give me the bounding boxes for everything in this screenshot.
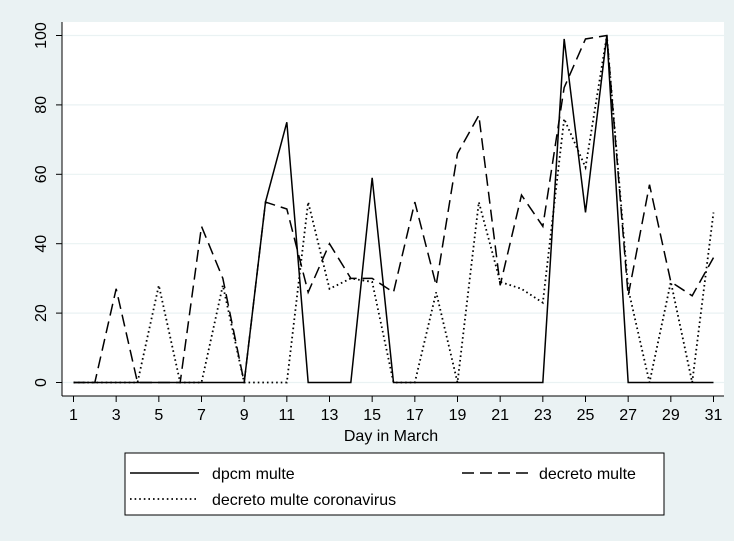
x-axis-title: Day in March <box>344 428 438 445</box>
x-tick-label: 23 <box>534 407 552 424</box>
x-tick-label: 11 <box>279 407 296 424</box>
x-tick-label: 3 <box>112 407 121 424</box>
plot-area <box>62 22 724 396</box>
x-tick-label: 21 <box>491 407 509 424</box>
y-tick-label: 60 <box>33 165 50 183</box>
series-line-3 <box>73 35 715 384</box>
legend-label-1: dpcm multe <box>212 466 295 483</box>
x-tick-label: 27 <box>619 407 637 424</box>
y-tick-label: 20 <box>33 304 50 322</box>
legend-label-3: decreto multe coronavirus <box>212 492 396 509</box>
legend-label-2: decreto multe <box>539 466 636 483</box>
y-tick-label: 80 <box>33 96 50 114</box>
x-tick-label: 5 <box>154 407 163 424</box>
legend-box <box>124 452 665 516</box>
x-tick-label: 19 <box>449 407 467 424</box>
x-tick-label: 1 <box>69 407 78 424</box>
y-tick-label: 100 <box>33 22 50 49</box>
x-tick-label: 7 <box>197 407 206 424</box>
x-tick-label: 17 <box>406 407 424 424</box>
x-tick-label: 15 <box>363 407 381 424</box>
x-tick-label: 9 <box>240 407 249 424</box>
x-tick-label: 13 <box>321 407 339 424</box>
x-tick-label: 29 <box>662 407 680 424</box>
x-tick-label: 31 <box>705 407 723 424</box>
y-tick-label: 40 <box>33 235 50 253</box>
x-tick-label: 25 <box>577 407 595 424</box>
y-tick-label: 0 <box>33 378 50 387</box>
